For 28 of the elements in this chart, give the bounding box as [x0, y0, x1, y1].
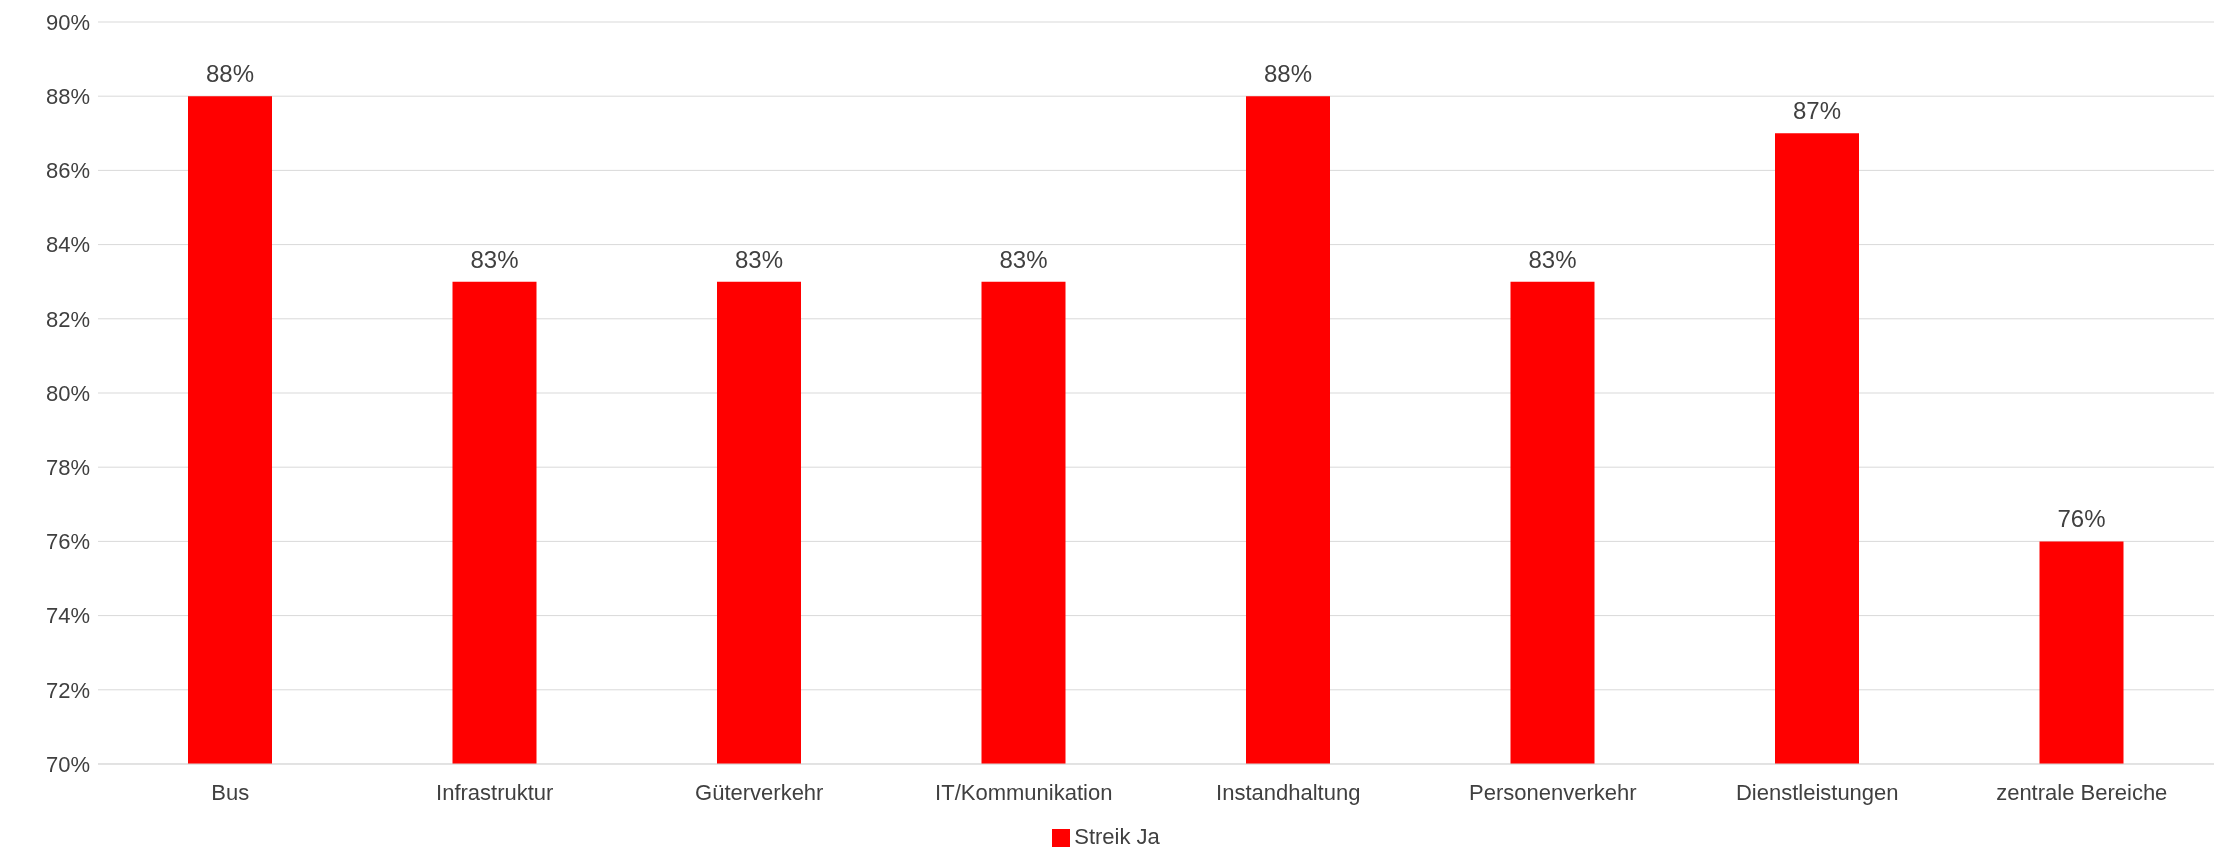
y-tick-label: 70% — [45, 751, 90, 777]
data-label: 83% — [999, 245, 1048, 273]
y-tick-label: 90% — [45, 9, 90, 35]
y-tick-label: 86% — [45, 158, 90, 184]
data-label: 76% — [2057, 505, 2106, 533]
x-tick-label: Instandhaltung — [1216, 779, 1361, 805]
x-tick-label: zentrale Bereiche — [1996, 779, 2168, 805]
data-label: 88% — [205, 60, 255, 88]
x-tick-label: IT/Kommunikation — [935, 779, 1113, 805]
y-tick-label: 82% — [45, 306, 90, 332]
data-label: 83% — [1528, 245, 1577, 273]
data-label: 87% — [1792, 97, 1842, 125]
x-tick-label: Infrastruktur — [436, 779, 554, 805]
data-label: 83% — [734, 245, 784, 273]
y-tick-label: 74% — [45, 603, 90, 629]
x-tick-label: Güterverkehr — [695, 779, 824, 805]
data-label: 88% — [1263, 60, 1313, 88]
legend-label: Streik Ja — [1074, 824, 1160, 849]
y-tick-label: 78% — [45, 455, 90, 481]
x-tick-label: Bus — [211, 779, 250, 805]
y-tick-label: 88% — [45, 84, 90, 110]
x-tick-label: Personenverkehr — [1468, 779, 1637, 805]
data-label: 83% — [470, 245, 519, 273]
y-tick-label: 76% — [45, 529, 90, 555]
y-tick-label: 84% — [45, 232, 90, 258]
x-tick-label: Dienstleistungen — [1735, 779, 1899, 805]
y-tick-label: 72% — [45, 677, 90, 703]
y-tick-label: 80% — [45, 380, 90, 406]
